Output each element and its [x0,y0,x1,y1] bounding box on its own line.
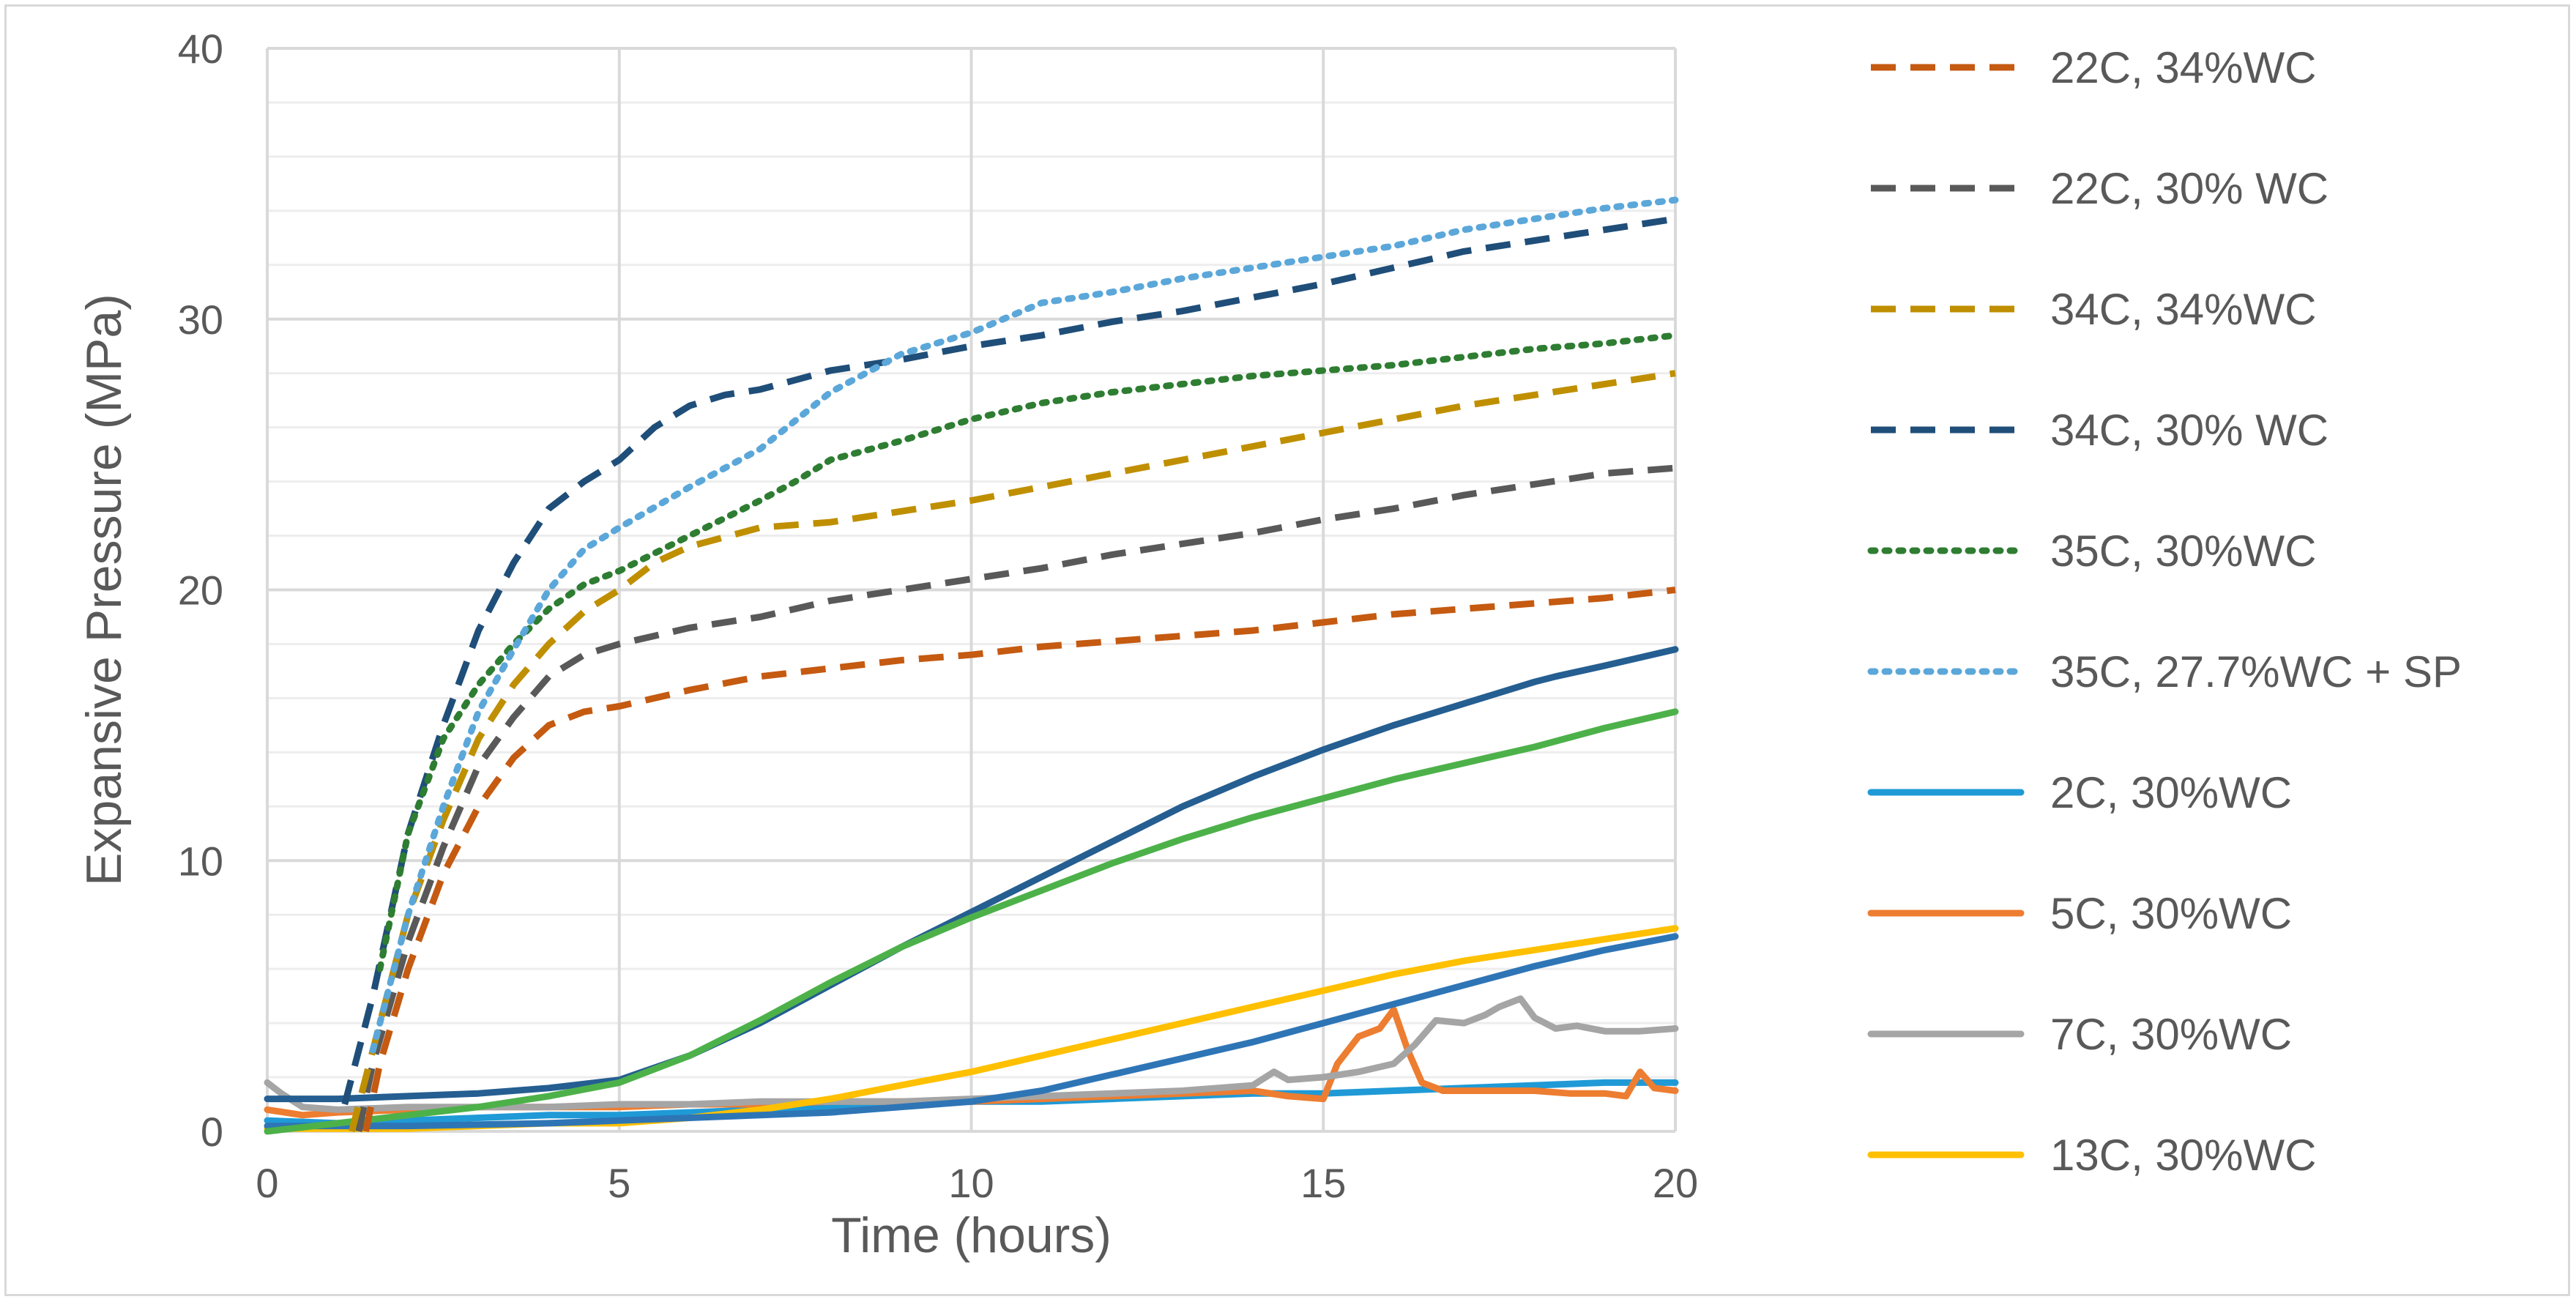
y-tick-label: 20 [178,568,223,614]
x-tick-label: 10 [948,1160,994,1206]
series-line-3 [341,215,1676,1106]
y-axis-title: Expansive Pressure (MPa) [76,294,132,886]
series-line-11 [264,646,1679,1103]
plot-series [264,196,1679,1135]
axes: 0 10 20 30 40 0 5 10 15 20 [178,26,1698,1206]
x-tick-label: 0 [256,1160,278,1206]
y-tick-label: 30 [178,297,223,343]
series-line-0 [362,587,1676,1132]
y-tick-label: 0 [201,1109,223,1155]
legend-label: 22C, 30% WC [2050,164,2329,213]
legend-label: 13C, 30%WC [2050,1131,2316,1180]
series-line-10 [264,933,1679,1130]
legend-label: 5C, 30%WC [2050,889,2292,938]
y-tick-label: 10 [178,838,223,884]
x-tick-label: 15 [1300,1160,1346,1206]
legend-label: 22C, 34%WC [2050,43,2316,92]
series-line-2 [349,370,1676,1133]
series-line-1 [355,464,1676,1132]
legend-label: 34C, 30% WC [2050,406,2329,455]
legend-label: 35C, 27.7%WC + SP [2050,647,2462,696]
series-line-5 [369,196,1679,1054]
x-tick-label: 20 [1653,1160,1698,1206]
y-tick-label: 40 [178,26,223,72]
legend: 22C, 34%WC 22C, 30% WC 34C, 34%WC 34C, 30% … [1867,43,2462,1180]
legend-label: 34C, 34%WC [2050,285,2316,334]
x-axis-title: Time (hours) [831,1208,1112,1263]
legend-label: 35C, 30%WC [2050,527,2316,576]
series-line-4 [376,332,1679,972]
grid [266,47,1677,1133]
x-tick-label: 5 [608,1160,630,1206]
legend-label: 2C, 30%WC [2050,768,2292,817]
series-line-12 [264,708,1679,1135]
legend-label: 7C, 30%WC [2050,1010,2292,1059]
series-line-8 [264,995,1679,1113]
